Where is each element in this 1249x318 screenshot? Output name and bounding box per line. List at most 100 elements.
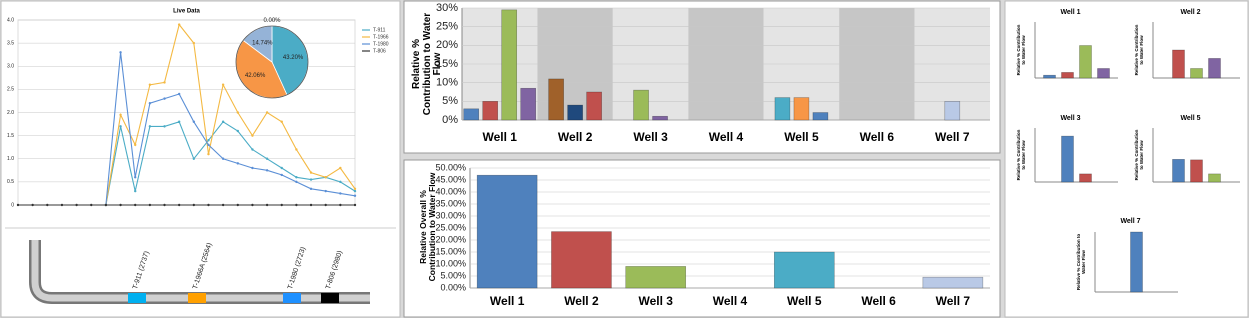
x-tick-label: Well 5	[784, 130, 819, 144]
point	[339, 203, 342, 207]
bar	[922, 276, 984, 289]
point	[163, 97, 166, 100]
x-tick-label: Well 4	[713, 294, 748, 308]
bar	[1130, 231, 1143, 293]
bar	[1061, 72, 1074, 79]
right-panel	[1004, 0, 1249, 318]
bar	[773, 251, 835, 289]
pie-label: 42.06%	[245, 73, 266, 79]
y-tick-label: 15%	[436, 58, 458, 70]
point	[207, 203, 210, 207]
point	[295, 148, 298, 151]
bar	[1208, 173, 1221, 183]
tracer-marker	[283, 293, 301, 303]
bar	[1190, 159, 1203, 183]
point	[309, 203, 313, 207]
point	[251, 134, 254, 137]
legend-label: T-1980	[373, 41, 389, 47]
x-tick-label: Well 4	[709, 130, 744, 144]
bar	[1172, 49, 1185, 79]
point	[119, 203, 122, 207]
y-tick-label: 30.00%	[435, 210, 466, 220]
point	[280, 203, 283, 207]
well-pipe-inner	[31, 240, 370, 302]
point	[60, 203, 64, 207]
point	[251, 203, 254, 207]
chart-title: Well 7	[1120, 218, 1140, 225]
pie-outline	[235, 25, 309, 99]
point	[119, 113, 122, 117]
y-axis-label-box: Relative % Contribution to Water Flow	[411, 12, 444, 116]
y-tick-label: 0%	[442, 114, 458, 126]
point	[192, 41, 196, 45]
point	[251, 166, 254, 170]
point	[177, 203, 181, 207]
point	[177, 120, 181, 123]
point	[148, 83, 152, 86]
series-line	[105, 52, 356, 206]
point	[90, 203, 93, 207]
point	[221, 203, 225, 207]
pie-label: 43.20%	[283, 55, 304, 61]
y-axis-label: Relative % Contribution to Water Flow	[1134, 24, 1144, 76]
bar	[1190, 68, 1203, 79]
point	[353, 187, 357, 191]
y-axis-label: Relative % Contribution to Water Flow	[1016, 24, 1026, 76]
pie-label: 14.74%	[252, 40, 273, 46]
point	[353, 189, 357, 193]
x-tick-label: Well 6	[861, 294, 896, 308]
point	[236, 203, 239, 207]
point	[148, 203, 152, 207]
y-axis-label: Relative % Contribution to Water Flow	[1076, 233, 1086, 291]
y-tick-label: 1.0	[7, 156, 14, 162]
point	[265, 203, 269, 207]
point	[119, 51, 122, 54]
x-tick-label: Well 2	[564, 294, 599, 308]
legend-label: T-1966	[373, 34, 389, 40]
point	[192, 120, 196, 123]
y-axis-label-box: Relative Overall % Contribution to Water…	[418, 173, 437, 282]
y-tick-label: 20%	[436, 39, 458, 51]
y-axis-label-box: Relative % Contribution to Water Flow	[1134, 129, 1144, 181]
y-tick-label: 2.0	[7, 110, 14, 116]
y-axis-label: Relative % Contribution to Water Flow	[1134, 129, 1144, 181]
point	[177, 92, 181, 96]
chart-title: Well 2	[1180, 9, 1200, 16]
y-tick-label: 5.00%	[440, 270, 466, 280]
y-tick-label: 1.5	[7, 133, 14, 139]
point	[236, 129, 239, 133]
point	[251, 148, 254, 151]
y-tick-label: 30%	[436, 2, 458, 14]
series-line	[105, 23, 356, 206]
bar	[476, 174, 538, 289]
point	[324, 203, 327, 207]
point	[309, 178, 313, 181]
point	[221, 83, 225, 86]
point	[295, 203, 298, 207]
y-tick-label: 3.5	[7, 40, 14, 46]
point	[192, 203, 196, 207]
bar	[1079, 45, 1092, 79]
point	[31, 203, 34, 207]
y-axis-label: Relative % Contribution to Water Flow	[1016, 129, 1026, 181]
point	[236, 111, 239, 114]
point	[280, 173, 283, 177]
bar	[944, 101, 961, 121]
point	[134, 176, 137, 179]
bar	[551, 231, 612, 289]
point	[207, 152, 210, 156]
point	[324, 176, 327, 179]
y-tick-label: 35.00%	[435, 198, 466, 208]
y-axis-label-box: Relative % Contribution to Water Flow	[1016, 129, 1026, 181]
x-tick-label: Well 7	[936, 294, 971, 308]
y-axis-label: Relative % Contribution to Water Flow	[411, 12, 444, 116]
y-tick-label: 50.00%	[435, 162, 466, 172]
y-axis-label-box: Relative % Contribution to Water Flow	[1134, 24, 1144, 76]
x-tick-label: Well 5	[787, 294, 822, 308]
point	[339, 192, 342, 195]
point	[46, 203, 49, 207]
bar	[482, 101, 499, 121]
x-tick-label: Well 2	[558, 130, 593, 144]
x-tick-label: Well 3	[633, 130, 668, 144]
